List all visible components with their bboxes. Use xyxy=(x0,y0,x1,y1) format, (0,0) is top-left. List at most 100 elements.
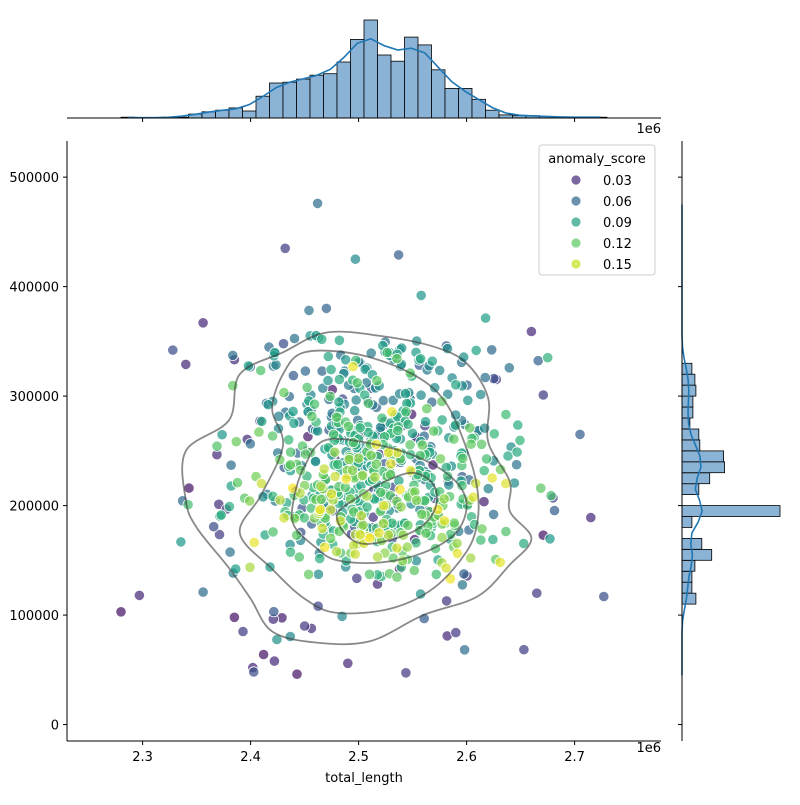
scatter-point xyxy=(450,626,462,639)
scatter-point xyxy=(415,289,427,301)
scatter-point xyxy=(332,458,344,470)
x-hist-bar xyxy=(282,81,297,119)
x-tick-label: 2.7 xyxy=(564,750,585,765)
x-hist-bar xyxy=(350,39,365,119)
y-hist-bar xyxy=(681,505,781,517)
scatter-point xyxy=(456,579,468,591)
scatter-point xyxy=(401,541,413,553)
legend-entry-label: 0.15 xyxy=(603,258,632,273)
scatter-point xyxy=(284,546,297,558)
scatter-point xyxy=(503,362,515,374)
y-marginal-histogram xyxy=(681,204,781,676)
kde-contour-line xyxy=(290,437,468,564)
scatter-point xyxy=(548,504,561,517)
scatter-point xyxy=(438,493,450,505)
scatter-point xyxy=(324,532,337,544)
scatter-point xyxy=(440,595,453,607)
x-axis-offset-label: 1e6 xyxy=(636,741,661,756)
legend-entries: 0.03 0.06 0.09 0.12 0.15 xyxy=(570,174,632,273)
scatter-point xyxy=(448,433,460,445)
x-hist-bar xyxy=(363,19,378,119)
scatter-point xyxy=(442,388,454,400)
scatter-point xyxy=(512,419,524,431)
scatter-point xyxy=(346,464,359,476)
scatter-point xyxy=(322,350,334,363)
scatter-point xyxy=(298,512,310,524)
scatter-point xyxy=(320,302,332,314)
scatter-point xyxy=(287,405,299,417)
scatter-point xyxy=(349,404,361,417)
scatter-point xyxy=(391,571,403,583)
scatter-point xyxy=(314,552,326,565)
x-hist-bar xyxy=(417,44,432,119)
scatter-point xyxy=(392,424,404,437)
scatter-point xyxy=(545,489,557,502)
scatter-point xyxy=(598,590,610,603)
scatter-point xyxy=(314,503,326,516)
scatter-point xyxy=(518,644,530,656)
scatter-point xyxy=(325,488,338,500)
scatter-point xyxy=(385,458,397,470)
scatter-point xyxy=(309,455,322,468)
x-hist-kde-curve xyxy=(127,37,601,119)
scatter-point xyxy=(377,517,389,530)
scatter-point xyxy=(319,541,331,553)
scatter-point xyxy=(228,611,240,623)
scatter-point xyxy=(302,568,315,581)
scatter-point xyxy=(487,508,500,521)
scatter-point xyxy=(494,556,506,569)
scatter-point xyxy=(299,365,311,377)
scatter-point xyxy=(180,358,192,370)
scatter-point xyxy=(197,586,209,598)
scatter-point xyxy=(470,344,482,356)
scatter-point xyxy=(377,500,390,512)
y-tick-label: 100000 xyxy=(9,609,59,624)
scatter-point xyxy=(370,458,382,470)
x-hist-bar xyxy=(309,74,324,119)
x-tick-label: 2.6 xyxy=(456,750,477,765)
scatter-point xyxy=(441,470,454,482)
scatter-point xyxy=(444,573,456,585)
scatter-point xyxy=(531,587,543,599)
legend-marker xyxy=(570,216,582,228)
legend-entry-label: 0.12 xyxy=(603,237,632,252)
scatter-point xyxy=(414,353,427,365)
scatter-point xyxy=(438,515,451,527)
x-hist-bar xyxy=(444,88,459,119)
y-tick-label: 300000 xyxy=(9,390,59,405)
legend-entry-label: 0.09 xyxy=(603,216,632,231)
scatter-point xyxy=(465,552,477,564)
kde-contour-line xyxy=(238,349,480,615)
scatter-point xyxy=(402,418,414,430)
scatter-point xyxy=(315,480,327,492)
scatter-point xyxy=(340,473,352,485)
scatter-point xyxy=(476,523,488,535)
scatter-point xyxy=(475,388,487,401)
scatter-point xyxy=(244,561,256,573)
x-tick-label: 2.3 xyxy=(132,750,153,765)
scatter-point xyxy=(274,494,286,506)
scatter-point xyxy=(298,620,311,632)
scatter-point xyxy=(268,606,280,618)
scatter-point xyxy=(325,363,337,376)
legend-marker xyxy=(570,174,582,186)
scatter-point xyxy=(510,459,523,471)
scatter-point xyxy=(381,346,393,359)
scatter-point xyxy=(369,471,381,483)
scatter-point xyxy=(465,438,477,450)
scatter-point xyxy=(395,501,407,513)
scatter-point xyxy=(244,495,256,507)
scatter-point xyxy=(277,338,290,350)
scatter-point xyxy=(355,510,367,522)
scatter-point xyxy=(371,551,384,563)
scatter-point xyxy=(312,568,324,580)
y-tick-label: 400000 xyxy=(9,281,59,296)
y-hist-bar xyxy=(681,592,697,605)
scatter-point xyxy=(284,446,297,458)
scatter-point xyxy=(426,355,438,367)
scatter-point xyxy=(301,381,313,393)
scatter-point xyxy=(278,386,290,399)
scatter-point xyxy=(475,438,488,450)
scatter-point xyxy=(394,483,406,496)
scatter-point xyxy=(167,344,179,356)
